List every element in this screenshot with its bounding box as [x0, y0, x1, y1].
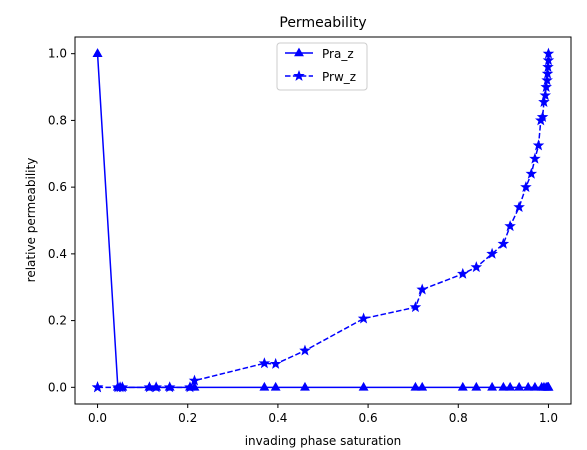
data-point-prw-z — [542, 60, 554, 72]
x-tick-label: 0.0 — [88, 411, 107, 425]
data-point-prw-z — [91, 381, 104, 393]
data-point-prw-z — [504, 220, 516, 232]
data-point-pra-z — [300, 381, 310, 391]
data-point-prw-z — [269, 357, 282, 369]
data-point-prw-z — [258, 357, 271, 369]
data-point-prw-z — [416, 283, 428, 295]
data-point-prw-z — [538, 96, 550, 107]
data-point-pra-z — [417, 381, 428, 391]
legend-sample-prw-z — [285, 69, 313, 81]
data-point-pra-z — [358, 381, 369, 391]
data-point-prw-z — [525, 167, 538, 179]
plot-area — [91, 47, 555, 393]
data-point-prw-z — [486, 247, 498, 259]
data-point-prw-z — [299, 344, 311, 356]
x-tick-label: 0.4 — [268, 411, 287, 425]
legend-label-prw-z: Prw_z — [322, 70, 356, 84]
data-point-prw-z — [541, 67, 554, 79]
y-tick-label: 0.8 — [48, 113, 67, 127]
plot-frame — [74, 36, 572, 405]
data-point-prw-z — [542, 47, 555, 59]
data-point-prw-z — [539, 89, 552, 101]
legend-label-pra-z: Pra_z — [322, 47, 354, 61]
data-point-prw-z — [541, 74, 553, 86]
legend-marker-pra-z — [294, 47, 304, 57]
data-point-prw-z — [116, 381, 129, 393]
data-point-prw-z — [184, 381, 196, 393]
data-point-pra-z — [498, 381, 509, 391]
y-tick-label: 0.0 — [48, 380, 67, 394]
data-point-prw-z — [409, 301, 422, 313]
data-point-pra-z — [523, 381, 534, 391]
series-prw-z — [91, 47, 555, 393]
data-point-pra-z — [457, 381, 468, 391]
data-point-pra-z — [505, 381, 516, 391]
data-point-pra-z — [543, 381, 554, 391]
data-point-prw-z — [357, 312, 370, 324]
data-point-pra-z — [529, 381, 540, 391]
data-point-prw-z — [520, 181, 532, 193]
data-point-prw-z — [497, 237, 510, 249]
y-axis-label: relative permeability — [24, 158, 38, 283]
data-point-pra-z — [270, 381, 281, 391]
y-tick-label: 0.2 — [48, 314, 67, 328]
data-point-pra-z — [471, 381, 482, 391]
data-point-prw-z — [470, 261, 483, 273]
data-point-prw-z — [188, 374, 201, 386]
data-point-prw-z — [513, 201, 525, 213]
legend: Pra_z Prw_z — [276, 42, 368, 91]
data-point-pra-z — [410, 381, 421, 391]
data-point-prw-z — [457, 267, 469, 279]
y-tick-label: 1.0 — [48, 47, 67, 61]
x-axis-label: invading phase saturation — [245, 434, 402, 448]
data-point-pra-z — [487, 381, 498, 391]
data-point-prw-z — [540, 80, 552, 92]
x-tick-label: 1.0 — [539, 411, 558, 425]
y-tick-label: 0.4 — [48, 247, 67, 261]
data-point-prw-z — [542, 54, 555, 66]
x-tick-label: 0.6 — [359, 411, 378, 425]
x-axis: 0.0 0.2 0.4 0.6 0.8 1.0 — [88, 404, 558, 425]
legend-sample-pra-z — [285, 47, 313, 57]
data-point-pra-z — [92, 48, 103, 57]
x-tick-label: 0.8 — [449, 411, 468, 425]
data-point-prw-z — [163, 381, 176, 393]
legend-marker-prw-z — [293, 69, 305, 81]
data-point-prw-z — [529, 152, 541, 164]
data-point-pra-z — [259, 381, 270, 391]
series-line-prw-z — [97, 53, 550, 389]
data-point-prw-z — [532, 139, 545, 151]
chart-title: Permeability — [279, 15, 366, 31]
data-point-prw-z — [536, 111, 549, 122]
x-tick-label: 0.2 — [178, 411, 197, 425]
y-tick-label: 0.6 — [48, 180, 67, 194]
y-axis: 0.0 0.2 0.4 0.6 0.8 1.0 — [48, 47, 75, 394]
data-point-prw-z — [150, 381, 162, 393]
data-point-pra-z — [514, 381, 525, 391]
